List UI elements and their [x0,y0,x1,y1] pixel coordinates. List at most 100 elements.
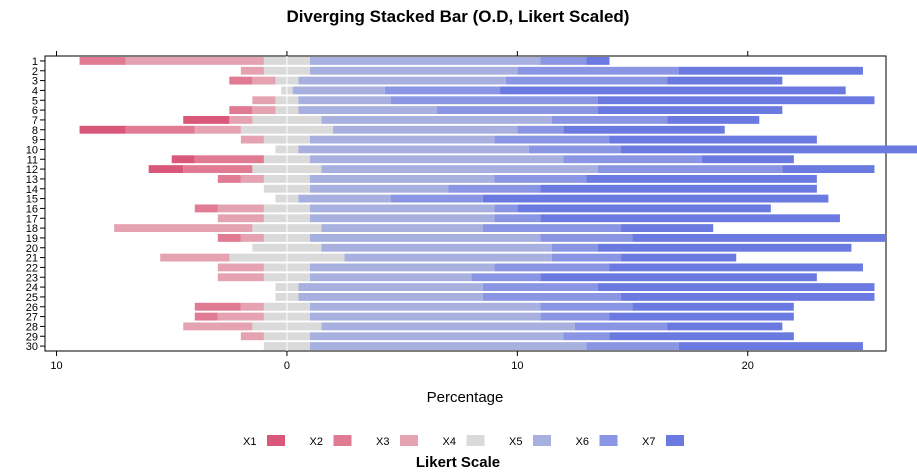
bar-segment-x1 [183,115,230,124]
bar-segment-x4 [263,263,287,272]
bar-segment-x4 [286,125,334,134]
bar-segment-x5 [309,155,564,164]
bar-segment-x5 [321,243,552,252]
bar-segment-x6 [563,332,610,341]
bar-segment-x4 [252,165,287,174]
bar-segment-x3 [229,115,253,124]
bar-segment-x5 [298,145,529,154]
bar-segment-x4 [263,66,287,75]
legend: X1 X2 X3 X4 X5 X6 X7 [243,435,684,448]
y-tick-label: 23 [26,272,38,284]
bar-segment-x3 [160,253,230,262]
bar-segment-x1 [171,155,195,164]
bar-segment-x3 [252,76,276,85]
bar-segment-x6 [482,292,622,301]
bar-segment-x5 [298,106,437,115]
bar-segment-x7 [609,312,794,321]
legend-swatch-x4 [466,435,485,446]
legend-label-x4: X4 [443,436,456,448]
bar-segment-x5 [292,86,385,95]
bar-segment-x5 [309,273,472,282]
bar-segment-x4 [275,194,287,203]
bar-segment-x5 [309,66,518,75]
bar-segment-x6 [390,194,483,203]
bar-segment-x4 [263,342,287,351]
bar-segment-x6 [494,204,518,213]
y-tick-label: 28 [26,321,38,333]
bar-segment-x4 [263,174,287,183]
legend-label-x1: X1 [243,436,256,448]
bar-segment-x2 [217,174,241,183]
bar-segment-x4 [286,86,293,95]
bar-segment-x5 [309,174,495,183]
bar-segment-x6 [586,342,679,351]
bar-segment-x4 [286,194,299,203]
bar-segment-x6 [540,312,610,321]
y-tick-label: 5 [32,95,38,107]
bar-segment-x4 [240,125,287,134]
bar-segment-x6 [597,165,783,174]
bar-segment-x7 [701,155,794,164]
bar-segment-x4 [281,86,287,95]
bar-segment-x4 [286,283,299,292]
bar-segment-x4 [286,145,299,154]
bar-segment-x4 [252,115,287,124]
y-tick-label: 16 [26,203,38,215]
bar-segment-x5 [309,214,495,223]
bar-segment-x4 [286,155,310,164]
legend-swatch-x3 [400,435,418,446]
bar-segment-x7 [597,283,875,292]
y-tick-label: 12 [26,164,38,176]
bar-segment-x6 [551,115,668,124]
bar-segment-x5 [333,125,518,134]
bar-segment-x7 [667,322,783,331]
bar-segment-x4 [286,96,299,105]
bar-segment-x4 [263,214,287,223]
bar-segment-x2 [217,233,241,242]
y-tick-label: 20 [26,243,38,255]
bar-segment-x3 [240,174,264,183]
bar-segment-x4 [263,312,287,321]
bar-segment-x7 [540,184,817,193]
bar-segment-x4 [286,273,310,282]
bar-segment-x6 [494,135,610,144]
plot-frame [44,55,887,352]
bar-segment-x5 [309,302,541,311]
bar-segment-x4 [286,56,310,65]
bar-segment-x4 [252,243,287,252]
bar-segment-x5 [321,322,575,331]
bar-segment-x6 [448,184,541,193]
bar-segment-x5 [298,96,391,105]
bar-segment-x2 [194,204,218,213]
bar-segment-x4 [286,135,310,144]
bar-segment-x1 [148,165,184,174]
bar-segment-x1 [79,125,126,134]
y-tick-label: 13 [26,174,38,186]
bar-segment-x6 [540,56,587,65]
bar-segment-x4 [275,76,287,85]
y-tick-label: 2 [32,66,38,78]
bar-segment-x5 [309,204,495,213]
bar-segment-x2 [183,165,253,174]
bar-segment-x5 [309,56,541,65]
bar-segment-x7 [500,86,846,95]
bar-segment-x7 [621,145,917,154]
bar-segment-x4 [263,233,287,242]
bar-segment-x7 [540,273,817,282]
legend-label-x3: X3 [376,436,389,448]
legend-label-x7: X7 [642,436,655,448]
bar-segment-x6 [528,145,622,154]
bar-segment-x3 [217,312,264,321]
bar-segment-x2 [229,76,253,85]
bar-segment-x7 [782,165,875,174]
legend-label-x5: X5 [509,436,522,448]
bar-segment-x5 [309,312,541,321]
bar-segment-x3 [125,56,264,65]
bar-segment-x4 [263,302,287,311]
y-tick-label: 8 [32,125,38,137]
bar-segment-x4 [286,106,299,115]
bar-segment-x5 [298,292,483,301]
bar-segment-x4 [263,204,287,213]
bar-segment-x4 [286,204,310,213]
